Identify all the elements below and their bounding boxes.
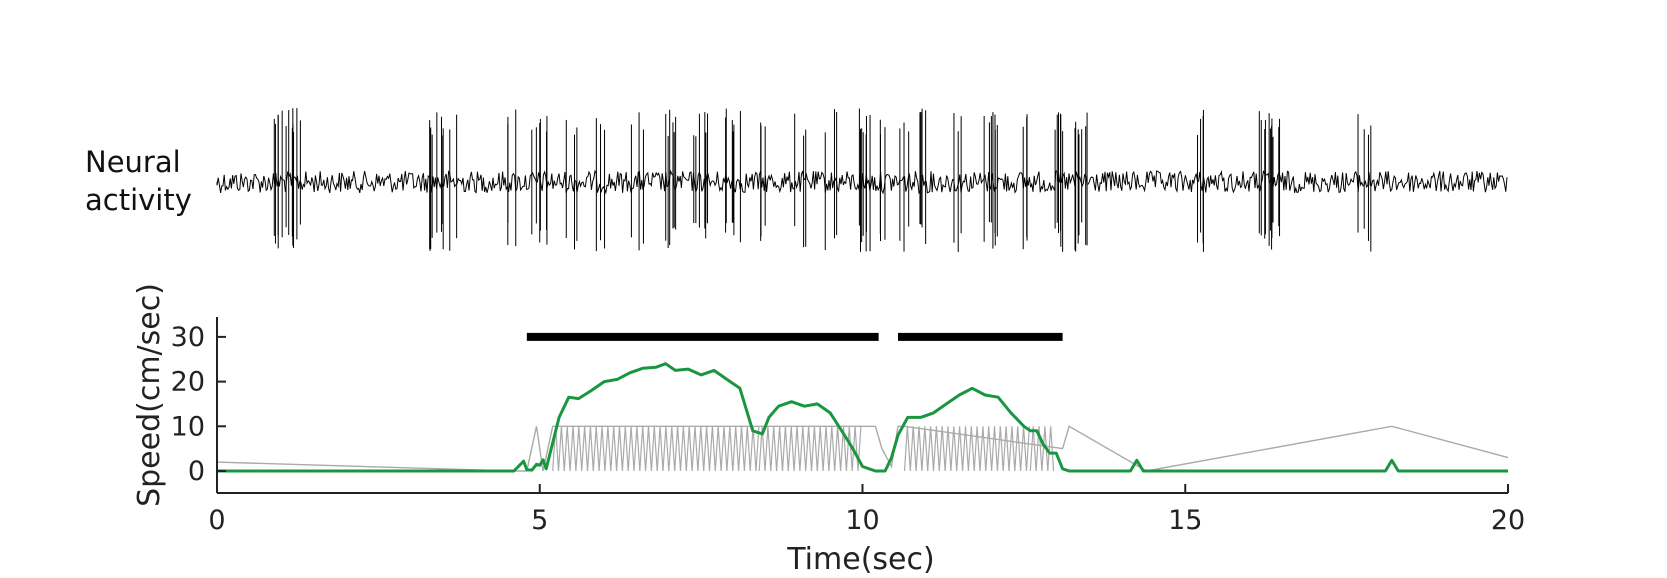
speed-line bbox=[217, 362, 1508, 473]
y-tick-label-30: 30 bbox=[171, 322, 205, 353]
spike-burst-27 bbox=[1357, 114, 1372, 252]
spike-burst-15 bbox=[858, 108, 871, 252]
spike-burst-16 bbox=[879, 119, 886, 241]
spike-burst-8 bbox=[630, 112, 644, 251]
x-tick-label-15: 15 bbox=[1168, 505, 1202, 536]
spike-burst-6 bbox=[565, 119, 578, 250]
spike-burst-13 bbox=[794, 113, 807, 248]
neural-label-line-1: Neural bbox=[85, 145, 181, 179]
spike-burst-22 bbox=[1054, 112, 1064, 252]
spike-burst-3 bbox=[442, 114, 458, 251]
raw-speed-oscillation-0 bbox=[552, 426, 760, 472]
spike-burst-11 bbox=[725, 108, 741, 243]
raw-speed-line bbox=[216, 425, 1509, 472]
annotation-bar-0 bbox=[526, 332, 879, 341]
x-tick-label-0: 0 bbox=[208, 505, 225, 536]
x-axis-title: Time(sec) bbox=[786, 542, 934, 577]
neural-activity-trace bbox=[216, 108, 1508, 252]
spike-burst-2 bbox=[429, 112, 444, 251]
spike-burst-14 bbox=[824, 109, 838, 251]
spike-burst-20 bbox=[983, 112, 998, 249]
spike-burst-19 bbox=[953, 113, 962, 252]
annotation-bars bbox=[526, 332, 1063, 341]
spike-burst-21 bbox=[1022, 114, 1028, 250]
neural-activity-label: Neural activity bbox=[85, 143, 192, 219]
spike-burst-4 bbox=[507, 109, 517, 247]
spike-burst-0 bbox=[273, 110, 290, 249]
spike-burst-1 bbox=[291, 108, 301, 248]
spike-burst-5 bbox=[531, 116, 548, 245]
raw-speed-oscillation-2 bbox=[903, 426, 1030, 472]
speed-line-group bbox=[217, 362, 1508, 473]
raw-speed-oscillation-1 bbox=[758, 426, 862, 472]
spike-burst-12 bbox=[760, 122, 766, 241]
spike-burst-26 bbox=[1269, 118, 1281, 250]
x-tick-label-20: 20 bbox=[1491, 505, 1525, 536]
spike-burst-9 bbox=[665, 109, 677, 249]
spike-burst-23 bbox=[1074, 112, 1088, 252]
spike-burst-7 bbox=[595, 118, 606, 252]
ticks: 0 5 10 15 20 0 10 20 30 bbox=[171, 322, 1526, 536]
speed-plot: 0 5 10 15 20 0 10 20 30 Time(sec) Speed(cm/sec) bbox=[132, 283, 1525, 577]
annotation-bar-1 bbox=[898, 332, 1063, 341]
y-tick-label-10: 10 bbox=[171, 411, 205, 442]
spike-burst-24 bbox=[1197, 109, 1204, 252]
y-axis-title: Speed(cm/sec) bbox=[132, 283, 167, 507]
spike-burst-17 bbox=[899, 122, 910, 252]
x-tick-label-10: 10 bbox=[845, 505, 879, 536]
y-tick-label-0: 0 bbox=[188, 456, 205, 487]
spike-burst-18 bbox=[919, 108, 927, 244]
spike-burst-10 bbox=[693, 112, 709, 239]
spike-burst-25 bbox=[1258, 111, 1270, 246]
neural-label-line-2: activity bbox=[85, 183, 192, 217]
y-tick-label-20: 20 bbox=[171, 367, 205, 398]
x-tick-label-5: 5 bbox=[531, 505, 548, 536]
raw-speed-oscillation-3 bbox=[1029, 426, 1055, 472]
